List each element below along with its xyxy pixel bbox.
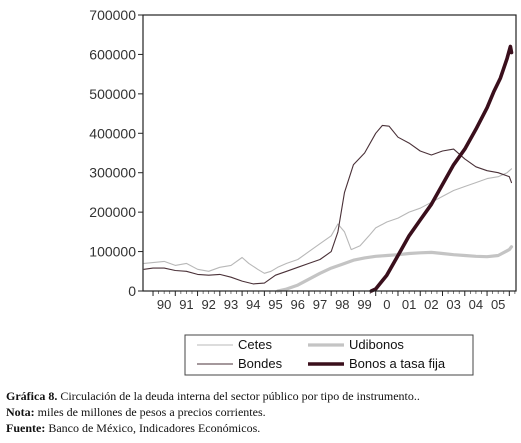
legend-box — [184, 334, 474, 376]
y-tick-label: 500000 — [89, 86, 136, 102]
legend-label-cetes: Cetes — [238, 337, 272, 352]
x-tick-label: 0 — [383, 297, 390, 312]
y-tick-label: 100000 — [89, 244, 136, 260]
x-tick-label: 01 — [402, 297, 416, 312]
y-tick-label: 0 — [128, 283, 136, 299]
x-axis: 90 91 92 93 94 95 96 97 98 99 0 01 02 03 04 05 — [152, 291, 516, 312]
legend-label-udibonos: Udibonos — [349, 337, 404, 352]
plot-lines — [143, 44, 514, 293]
x-tick-label: 99 — [357, 297, 371, 312]
x-tick-label: 92 — [201, 297, 215, 312]
x-tick-label: 96 — [291, 297, 305, 312]
note-label: Nota: — [6, 405, 35, 419]
y-tick-label: 600000 — [89, 46, 136, 62]
figure-label: Gráfica 8. — [6, 389, 58, 403]
figure-text: Circulación de la deuda interna del sect… — [57, 389, 420, 403]
x-tick-label: 98 — [335, 297, 349, 312]
source-label: Fuente: — [6, 421, 46, 435]
series-line-bonos-a-tasa-fija — [369, 44, 514, 293]
note-caption: Nota: miles de millones de pesos a preci… — [6, 405, 266, 420]
x-tick-label: 93 — [224, 297, 238, 312]
x-tick-label: 90 — [157, 297, 171, 312]
chart-svg: 0 100000 200000 300000 400000 500000 600000 700… — [89, 7, 517, 376]
plot-frame — [142, 14, 517, 292]
x-tick-label: 05 — [491, 297, 505, 312]
y-tick-label: 400000 — [89, 125, 136, 141]
x-tick-label: 95 — [268, 297, 282, 312]
figure-caption: Gráfica 8. Circulación de la deuda inter… — [6, 389, 420, 404]
legend-label-bonos-tasa-fija: Bonos a tasa fija — [349, 356, 446, 371]
source-text: Banco de México, Indicadores Económicos. — [45, 421, 261, 435]
x-tick-label: 02 — [424, 297, 438, 312]
series-line-cetes — [143, 168, 513, 274]
x-tick-label: 91 — [179, 297, 193, 312]
y-tick-label: 300000 — [89, 165, 136, 181]
legend: Cetes Udibonos Bondes Bonos a tasa fija — [184, 334, 474, 376]
y-tick-label: 700000 — [89, 7, 136, 23]
y-tick-label: 200000 — [89, 204, 136, 220]
x-tick-label: 03 — [446, 297, 460, 312]
series-line-udibonos — [276, 245, 514, 293]
series-line-bondes — [143, 124, 513, 285]
x-tick-label: 94 — [246, 297, 260, 312]
y-axis: 0 100000 200000 300000 400000 500000 600000 700… — [89, 7, 143, 299]
x-tick-label: 97 — [313, 297, 327, 312]
legend-label-bondes: Bondes — [238, 356, 283, 371]
x-tick-label: 04 — [469, 297, 483, 312]
note-text: miles de millones de pesos a precios cor… — [34, 405, 266, 419]
source-caption: Fuente: Banco de México, Indicadores Eco… — [6, 421, 260, 436]
